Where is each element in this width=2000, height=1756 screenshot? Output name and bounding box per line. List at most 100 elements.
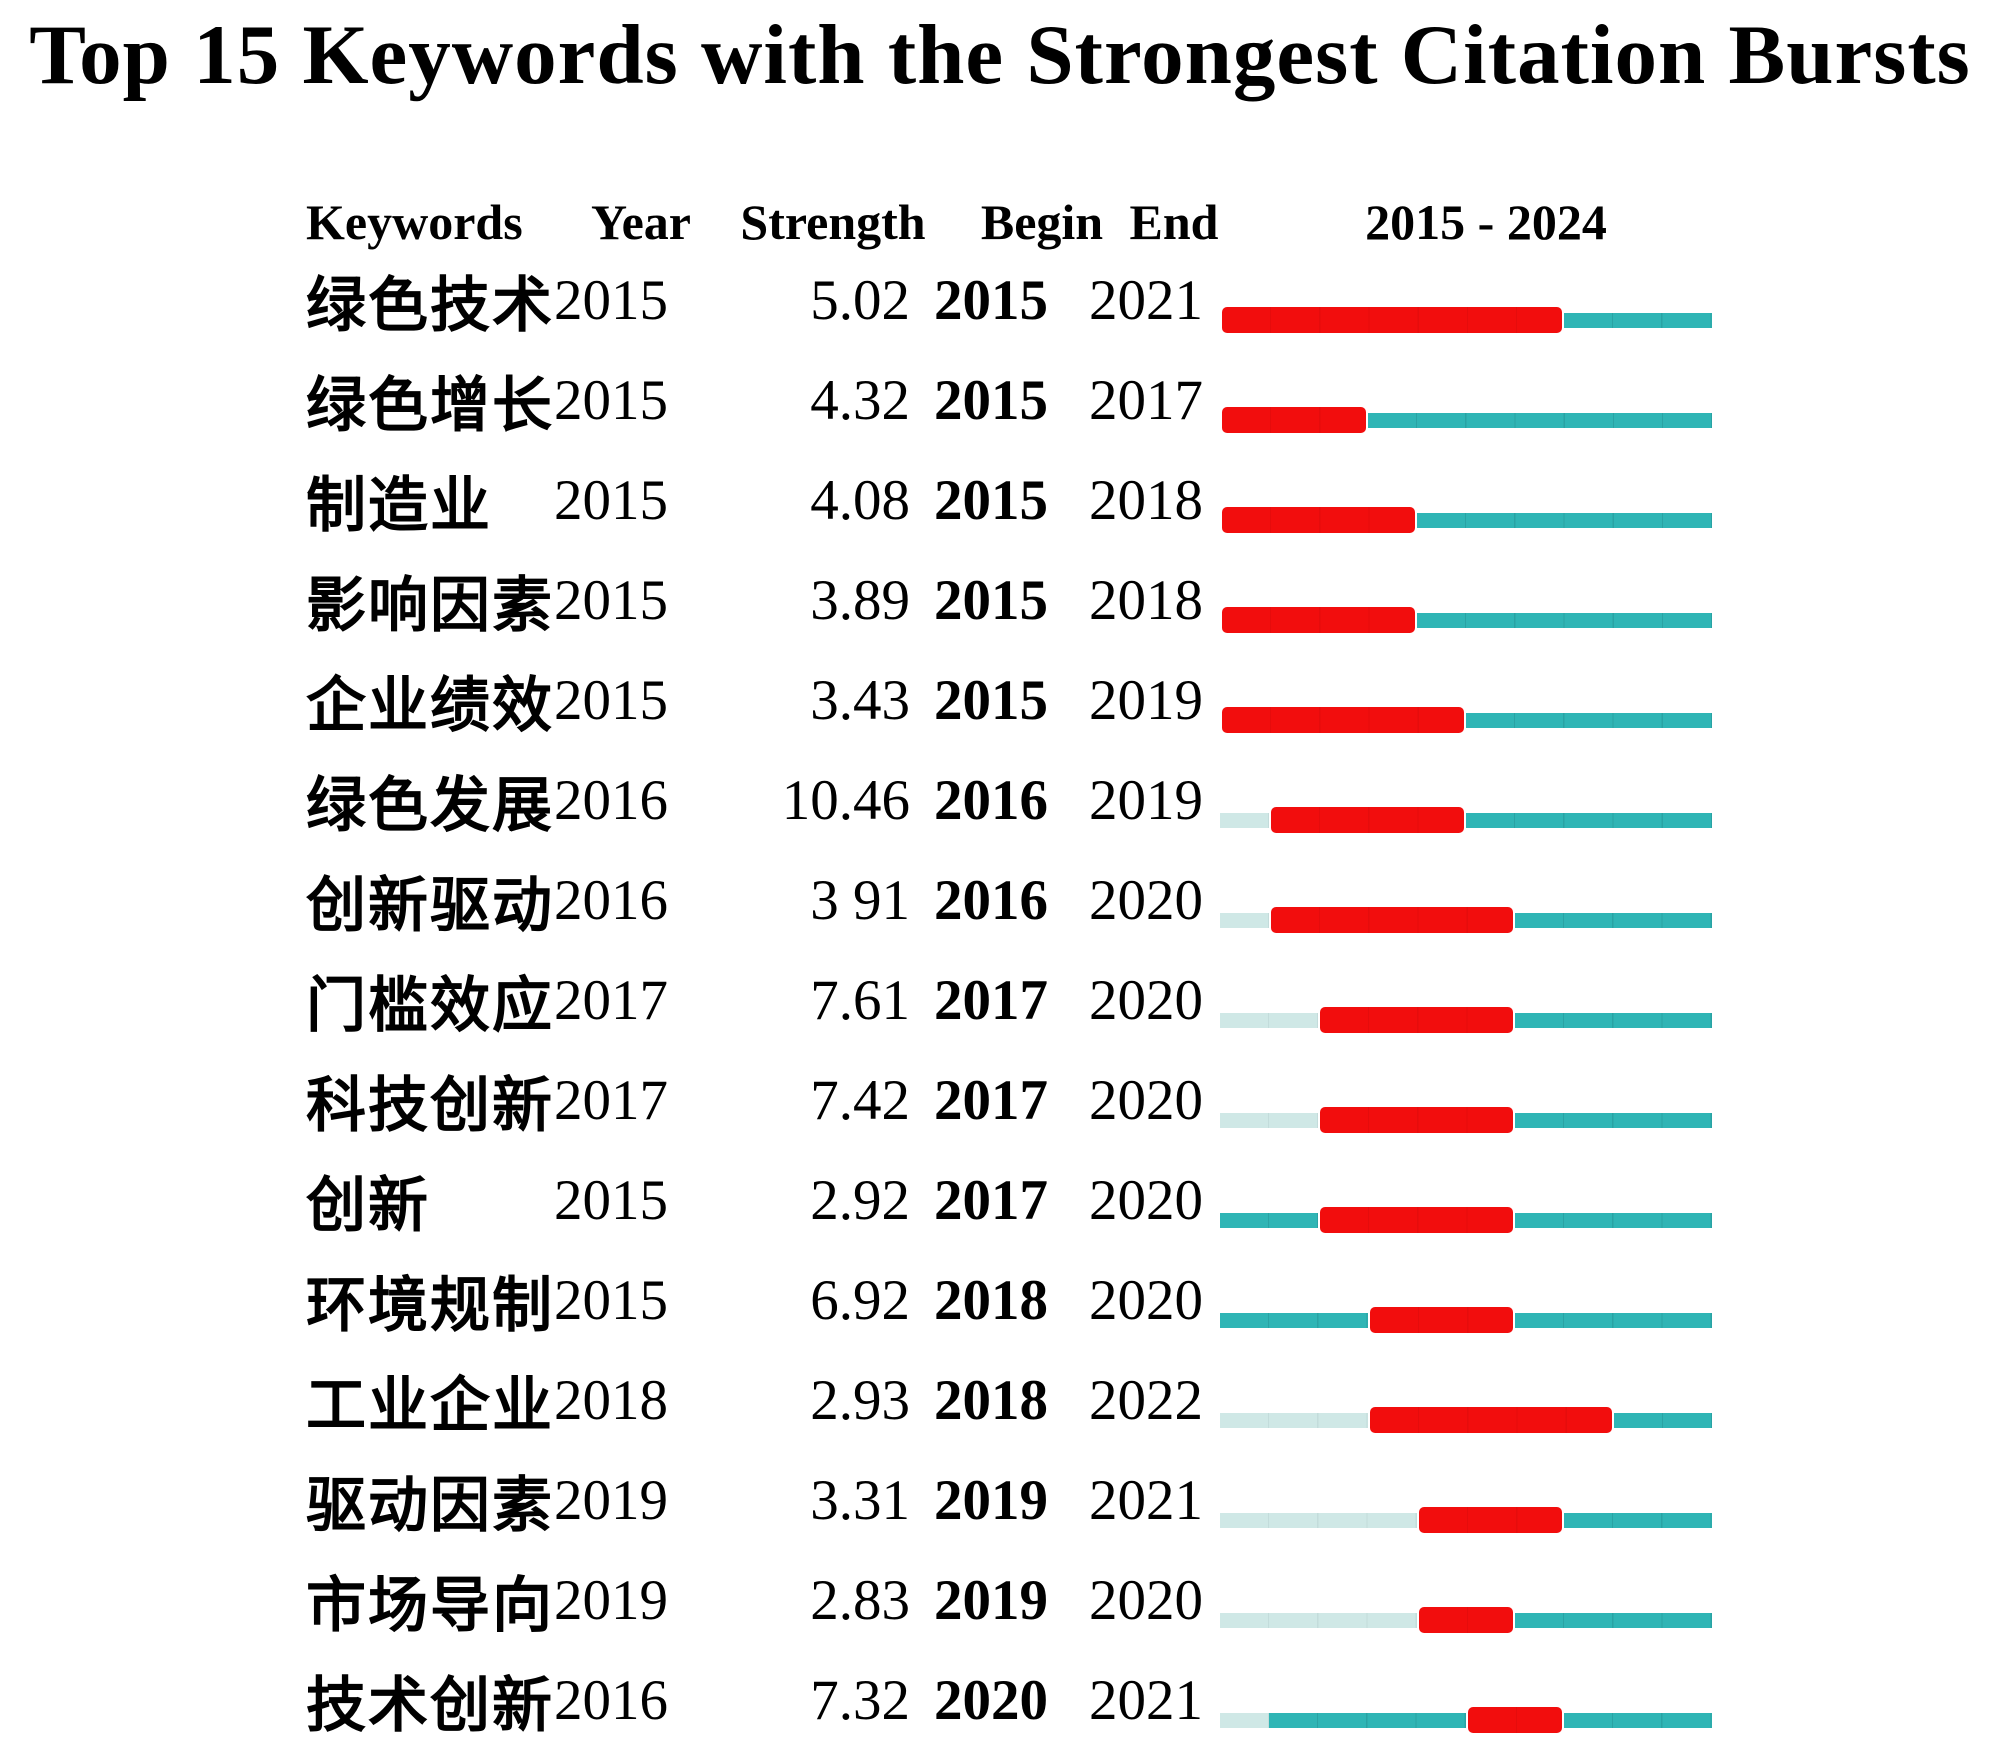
end-value: 2020 [1089,968,1203,1032]
keyword-label: 绿色技术 [306,270,554,341]
year-value: 2016 [554,768,668,832]
keyword-label: 创新驱动 [306,870,554,941]
column-header-year: Year [591,194,691,250]
end-value: 2020 [1089,1068,1203,1132]
strength-value: 2.83 [810,1568,910,1632]
table-row: 技术创新 2016 7.32 2020 2021 [0,1650,2000,1750]
year-value: 2016 [554,1668,668,1732]
burst-timeline-bar [1220,507,1712,533]
end-value: 2022 [1089,1368,1203,1432]
keyword-label: 驱动因素 [306,1470,554,1541]
keyword-label: 门槛效应 [306,970,554,1041]
begin-value: 2015 [934,468,1048,532]
column-header-strength: Strength [740,194,926,250]
keyword-label: 创新 [306,1170,430,1241]
strength-value: 4.32 [810,368,910,432]
burst-segment [1467,1707,1563,1733]
burst-timeline-bar [1220,407,1712,433]
active-segment [1465,812,1712,828]
begin-value: 2018 [934,1368,1048,1432]
burst-segment [1222,507,1415,533]
inactive-segment [1220,1012,1319,1028]
table-row: 工业企业 2018 2.93 2018 2022 [0,1350,2000,1450]
keyword-label: 绿色增长 [306,370,554,441]
year-value: 2015 [554,468,668,532]
end-value: 2020 [1089,1168,1203,1232]
strength-value: 10.46 [781,768,910,832]
burst-segment [1271,907,1514,933]
keyword-label: 工业企业 [306,1370,554,1441]
page-title: Top 15 Keywords with the Strongest Citat… [29,8,1971,102]
burst-segment [1320,1207,1514,1233]
table-row: 绿色发展 2016 10.46 2016 2019 [0,750,2000,850]
end-value: 2020 [1089,1568,1203,1632]
keyword-label: 制造业 [306,470,492,541]
active-segment [1515,1112,1712,1128]
burst-timeline-bar [1220,1007,1712,1033]
end-value: 2020 [1089,1268,1203,1332]
strength-value: 3.31 [810,1468,910,1532]
year-value: 2015 [554,268,668,332]
burst-timeline-bar [1220,707,1712,733]
burst-segment [1418,1607,1514,1633]
inactive-segment [1220,1512,1417,1528]
inactive-segment [1220,1712,1270,1728]
burst-timeline-bar [1220,1207,1712,1233]
end-value: 2018 [1089,568,1203,632]
year-value: 2017 [554,968,668,1032]
burst-segment [1320,1007,1514,1033]
burst-timeline-bar [1220,307,1712,333]
strength-value: 7.61 [810,968,910,1032]
strength-value: 6.92 [810,1268,910,1332]
table-row: 绿色技术 2015 5.02 2015 2021 [0,250,2000,350]
begin-value: 2019 [934,1568,1048,1632]
column-header-keywords: Keywords [306,194,523,250]
active-segment [1515,1612,1712,1628]
begin-value: 2015 [934,668,1048,732]
begin-value: 2017 [934,968,1048,1032]
table-row: 影响因素 2015 3.89 2015 2018 [0,550,2000,650]
burst-segment [1320,1107,1514,1133]
table-row: 绿色增长 2015 4.32 2015 2017 [0,350,2000,450]
inactive-segment [1220,1112,1319,1128]
strength-value: 3.43 [810,668,910,732]
year-value: 2017 [554,1068,668,1132]
strength-value: 3 91 [810,868,910,932]
burst-timeline-bar [1220,1607,1712,1633]
active-segment [1220,1212,1319,1228]
table-row: 市场导向 2019 2.83 2019 2020 [0,1550,2000,1650]
keyword-label: 环境规制 [306,1270,554,1341]
burst-timeline-bar [1220,1707,1712,1733]
active-segment [1515,1312,1712,1328]
end-value: 2018 [1089,468,1203,532]
active-segment [1367,412,1712,428]
strength-value: 7.32 [810,1668,910,1732]
keyword-label: 影响因素 [306,570,554,641]
active-segment [1466,712,1712,728]
inactive-segment [1220,812,1270,828]
end-value: 2020 [1089,868,1203,932]
burst-segment [1271,807,1464,833]
year-value: 2015 [554,568,668,632]
inactive-segment [1220,1412,1368,1428]
begin-value: 2016 [934,768,1048,832]
burst-segment [1369,1307,1514,1333]
strength-value: 7.42 [810,1068,910,1132]
table-row: 创新驱动 2016 3 91 2016 2020 [0,850,2000,950]
table-row: 企业绩效 2015 3.43 2015 2019 [0,650,2000,750]
burst-segment [1418,1507,1563,1533]
keyword-label: 技术创新 [306,1670,554,1741]
strength-value: 2.92 [810,1168,910,1232]
burst-timeline-bar [1220,1307,1712,1333]
strength-value: 4.08 [810,468,910,532]
table-row: 驱动因素 2019 3.31 2019 2021 [0,1450,2000,1550]
burst-segment [1222,607,1415,633]
year-value: 2018 [554,1368,668,1432]
end-value: 2021 [1089,1668,1203,1732]
active-segment [1515,1212,1712,1228]
burst-timeline-bar [1220,1507,1712,1533]
burst-segment [1222,707,1464,733]
year-value: 2015 [554,668,668,732]
burst-timeline-bar [1220,607,1712,633]
